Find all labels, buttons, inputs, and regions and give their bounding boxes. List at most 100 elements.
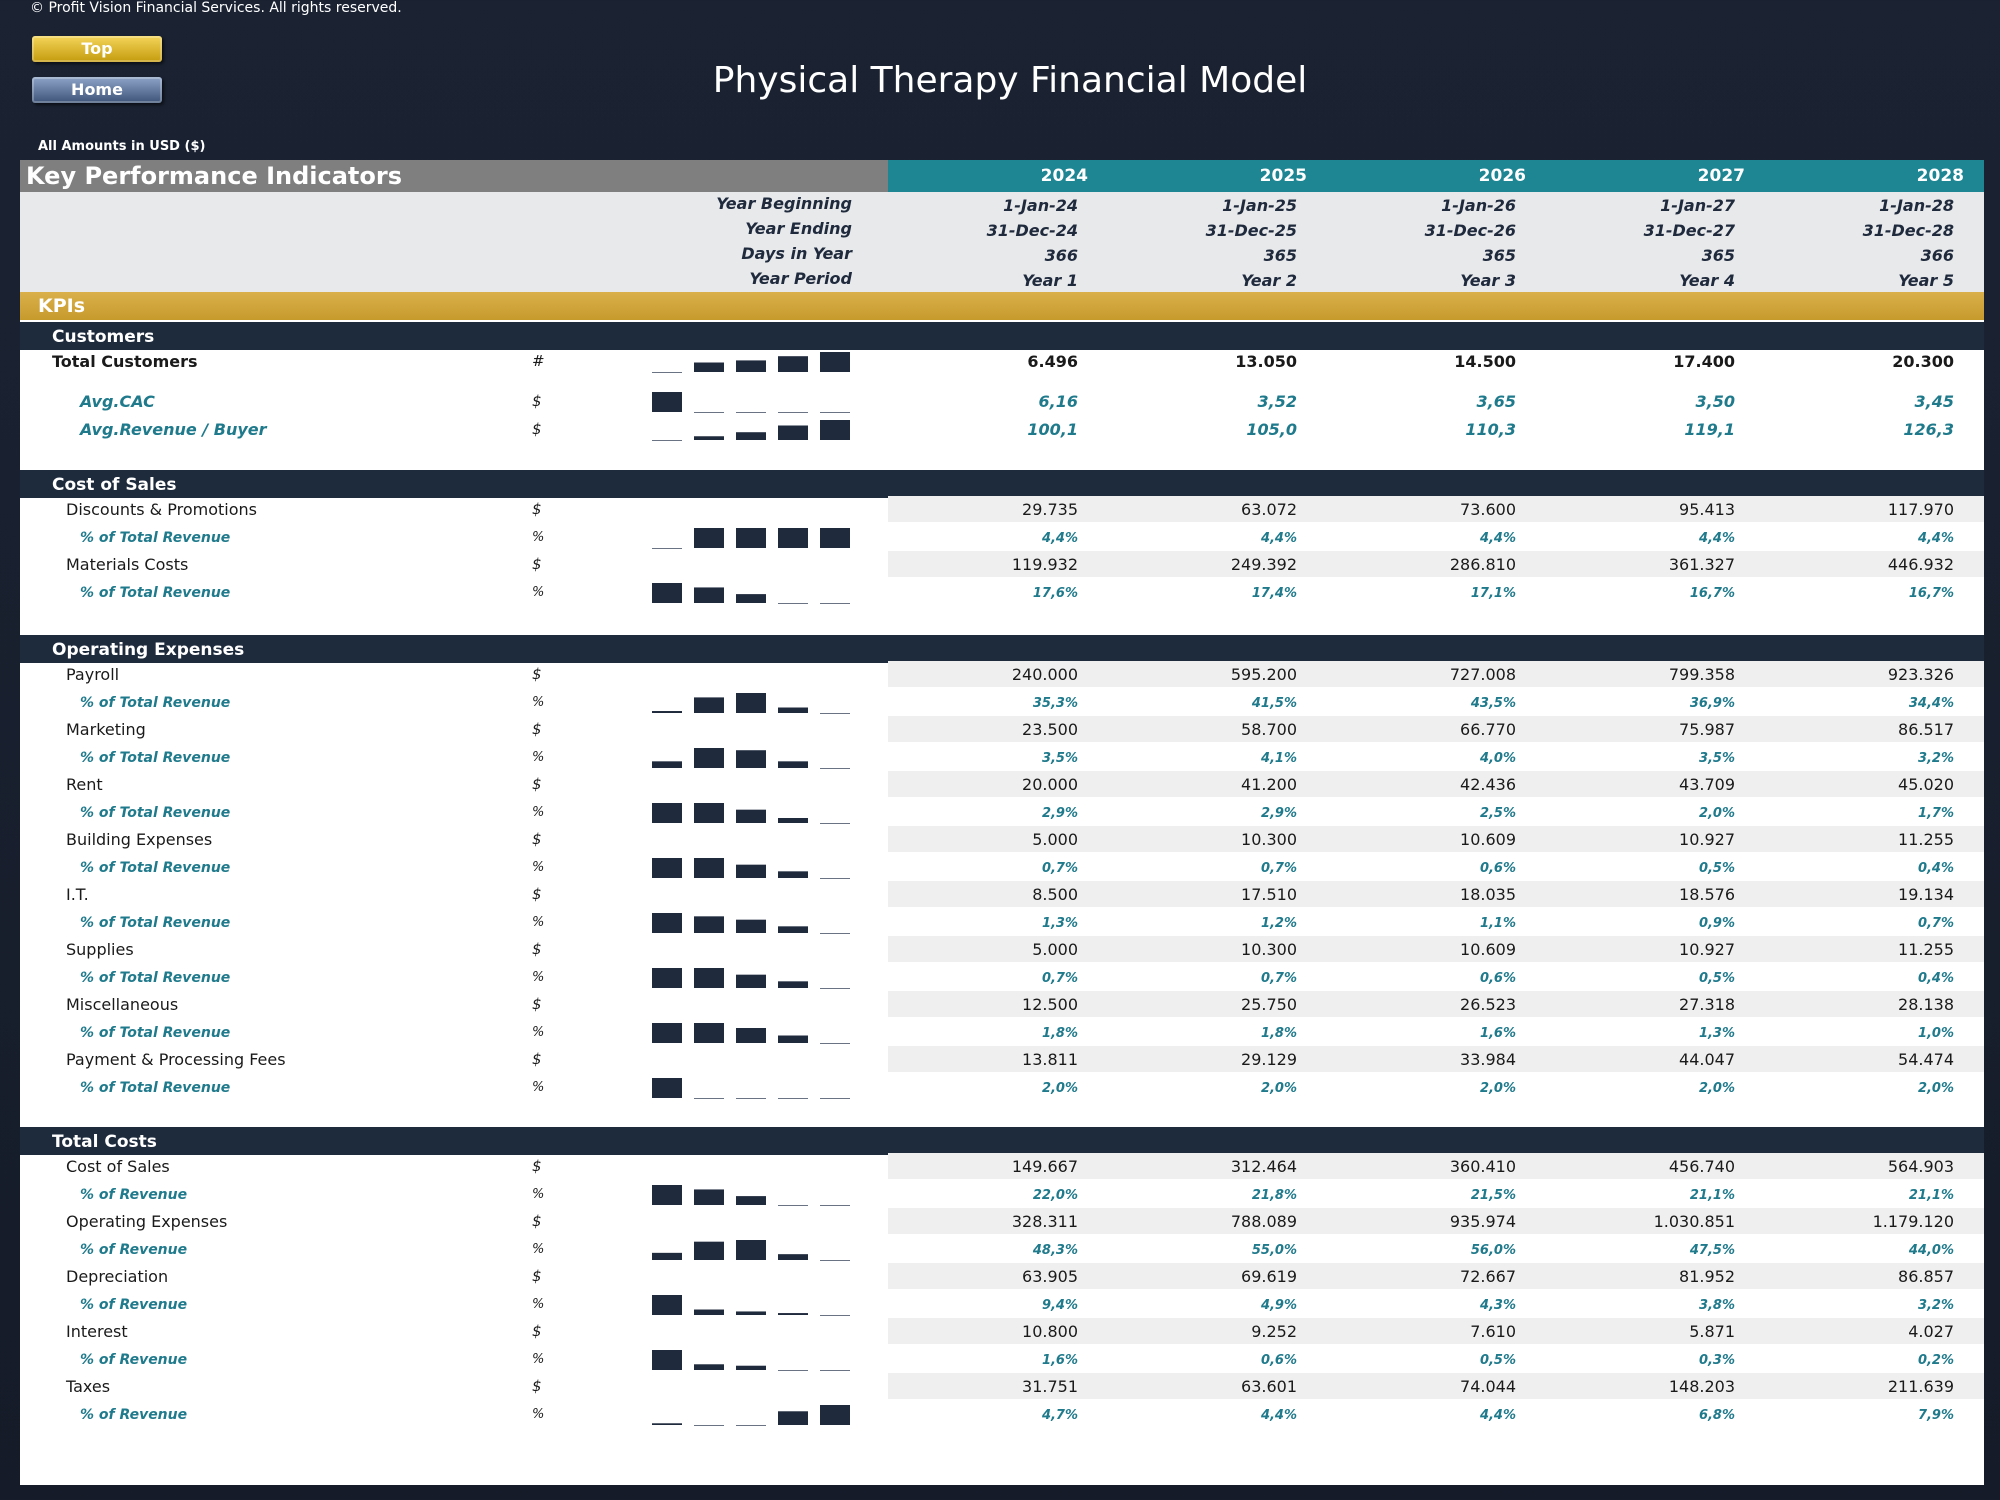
spark-bar bbox=[652, 1077, 682, 1098]
row-label: % of Total Revenue bbox=[80, 694, 231, 711]
row-label: % of Total Revenue bbox=[80, 1024, 231, 1041]
value-2024: 6,16 bbox=[1038, 392, 1078, 411]
row-unit: $ bbox=[532, 830, 542, 848]
value-2024: 22,0% bbox=[1032, 1187, 1078, 1203]
value-2028: 0,7% bbox=[1917, 915, 1954, 931]
value-2024: 23.500 bbox=[1022, 720, 1078, 739]
row-unit: % bbox=[532, 584, 545, 600]
row-unit: $ bbox=[532, 940, 542, 958]
value-2024: 149.667 bbox=[1011, 1157, 1078, 1176]
value-2024: 35,3% bbox=[1032, 695, 1078, 711]
year-ending-label: Year Ending bbox=[745, 219, 852, 238]
value-2026: 10.609 bbox=[1460, 830, 1516, 849]
spark-bar bbox=[820, 767, 850, 769]
row-label: Interest bbox=[66, 1322, 128, 1341]
row-label: Payroll bbox=[66, 665, 120, 684]
spark-bar bbox=[778, 707, 808, 713]
spark-bar bbox=[694, 1309, 724, 1315]
value-2026: 18.035 bbox=[1460, 885, 1516, 904]
spark-bar bbox=[778, 1204, 808, 1206]
spark-bar bbox=[820, 1404, 850, 1425]
value-2028: 117.970 bbox=[1887, 500, 1954, 519]
value-2027: 43.709 bbox=[1679, 775, 1735, 794]
value-2025: 9.252 bbox=[1251, 1322, 1297, 1341]
value-2024: 4,4% bbox=[1041, 530, 1078, 546]
spark-bar bbox=[652, 392, 682, 412]
value-2024: 31.751 bbox=[1022, 1377, 1078, 1396]
value-2026: 72.667 bbox=[1460, 1267, 1516, 1286]
table-row: % of Total Revenue% 0,7% 0,7% 0,6% 0,5% 0,4% bbox=[20, 964, 1984, 992]
spark-bar bbox=[652, 1022, 682, 1043]
row-shade bbox=[888, 496, 1984, 522]
value-2027: 10.927 bbox=[1679, 940, 1735, 959]
value-2026: 2,0% bbox=[1479, 1080, 1516, 1096]
value-2025: 55,0% bbox=[1251, 1242, 1297, 1258]
value-2025: 63.601 bbox=[1241, 1377, 1297, 1396]
value-2024: 5.000 bbox=[1032, 830, 1078, 849]
spark-bar bbox=[736, 1195, 766, 1205]
value-2024: 4,7% bbox=[1041, 1407, 1078, 1423]
row-unit: $ bbox=[532, 995, 542, 1013]
table-row: Discounts & Promotions $29.735 63.072 73.60… bbox=[20, 496, 1984, 524]
value-2027: 119,1 bbox=[1684, 420, 1735, 439]
row-unit: % bbox=[532, 1296, 545, 1312]
value-2028: 3,45 bbox=[1914, 392, 1954, 411]
spark-bar bbox=[652, 1252, 682, 1260]
spark-bar bbox=[778, 1369, 808, 1371]
spark-bar bbox=[652, 1184, 682, 1205]
value-2027: 75.987 bbox=[1679, 720, 1735, 739]
row-label: Avg.CAC bbox=[80, 392, 155, 411]
spark-bar bbox=[652, 710, 682, 713]
sparkline bbox=[652, 582, 850, 604]
value-2024: 29.735 bbox=[1022, 500, 1078, 519]
value-2026: 110,3 bbox=[1465, 420, 1516, 439]
value-2025: 21,8% bbox=[1251, 1187, 1297, 1203]
value-2028: 86.857 bbox=[1898, 1267, 1954, 1286]
spark-bar bbox=[694, 1188, 724, 1205]
table-row: Miscellaneous $12.500 25.750 26.523 27.318 28… bbox=[20, 991, 1984, 1019]
value-2026: 935.974 bbox=[1449, 1212, 1516, 1231]
table-row: I.T. $8.500 17.510 18.035 18.576 19.134 bbox=[20, 881, 1984, 909]
top-button[interactable]: Top bbox=[32, 36, 162, 62]
spark-bar bbox=[820, 602, 850, 604]
table-row: % of Total Revenue% 2,0% 2,0% 2,0% 2,0% 2,0% bbox=[20, 1074, 1984, 1102]
row-label: Depreciation bbox=[66, 1267, 169, 1286]
spark-bar bbox=[652, 1349, 682, 1370]
year-header-2027: 2027 bbox=[1697, 166, 1745, 186]
value-2028: 211.639 bbox=[1887, 1377, 1954, 1396]
row-shade bbox=[888, 551, 1984, 577]
value-2028: 0,2% bbox=[1917, 1352, 1954, 1368]
value-2028: 923.326 bbox=[1887, 665, 1954, 684]
row-shade bbox=[888, 881, 1984, 907]
value-2024: 20.000 bbox=[1022, 775, 1078, 794]
spark-bar bbox=[778, 1097, 808, 1099]
sparkline bbox=[652, 1349, 850, 1371]
spark-bar bbox=[652, 372, 682, 373]
period-year-beginning-2028: 1-Jan-28 bbox=[1879, 196, 1954, 215]
section-customers: Customers bbox=[20, 322, 1984, 350]
home-button[interactable]: Home bbox=[32, 77, 162, 103]
table-row: % of Total Revenue% 2,9% 2,9% 2,5% 2,0% 1,7% bbox=[20, 799, 1984, 827]
spark-bar bbox=[736, 809, 766, 823]
spark-bar bbox=[778, 527, 808, 548]
spark-bar bbox=[652, 1422, 682, 1425]
spark-bar bbox=[694, 857, 724, 878]
spark-bar bbox=[820, 1204, 850, 1206]
value-2024: 119.932 bbox=[1011, 555, 1078, 574]
period-year-period-2028: Year 5 bbox=[1898, 271, 1954, 290]
period-year-ending-2028: 31-Dec-28 bbox=[1862, 221, 1954, 240]
value-2025: 0,7% bbox=[1260, 970, 1297, 986]
table-row: Building Expenses $5.000 10.300 10.609 10.92… bbox=[20, 826, 1984, 854]
value-2026: 4,0% bbox=[1479, 750, 1516, 766]
row-shade bbox=[888, 991, 1984, 1017]
row-shade bbox=[888, 661, 1984, 687]
value-2025: 4,4% bbox=[1260, 530, 1297, 546]
value-2024: 13.811 bbox=[1022, 1050, 1078, 1069]
value-2026: 0,5% bbox=[1479, 1352, 1516, 1368]
row-unit: $ bbox=[532, 1212, 542, 1230]
table-row: Depreciation $63.905 69.619 72.667 81.952 86.… bbox=[20, 1263, 1984, 1291]
value-2026: 74.044 bbox=[1460, 1377, 1516, 1396]
table-row: % of Revenue% 48,3% 55,0% 56,0% 47,5% 44,0% bbox=[20, 1236, 1984, 1264]
table-row: % of Revenue% 22,0% 21,8% 21,5% 21,1% 21,1% bbox=[20, 1181, 1984, 1209]
sparkline bbox=[652, 802, 850, 824]
